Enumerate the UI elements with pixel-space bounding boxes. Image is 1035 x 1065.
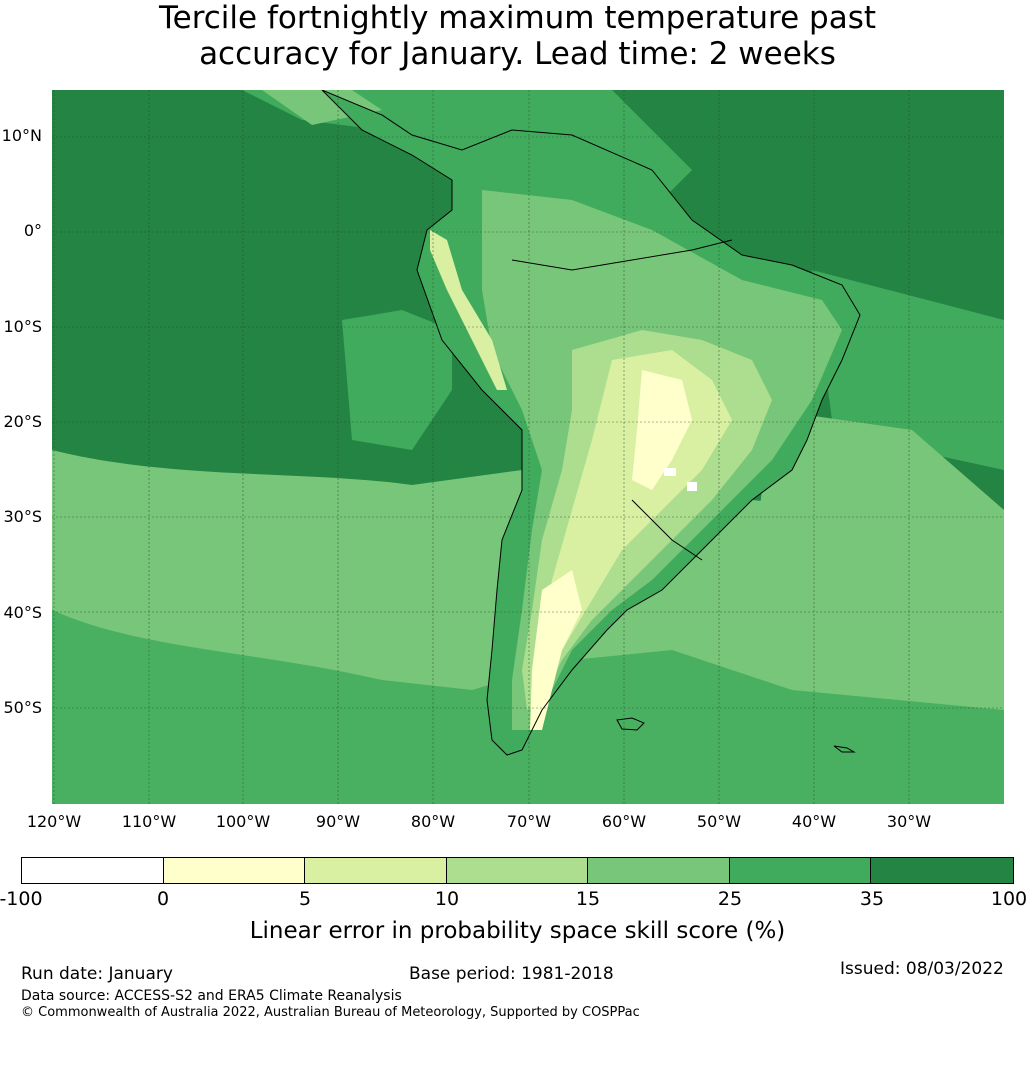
issued-date: Issued: 08/03/2022 <box>840 959 1004 979</box>
lon-label-120w: 120°W <box>26 812 82 831</box>
atlantic-moderate-area <box>812 270 1004 470</box>
lat-label-10n: 10°N <box>1 126 42 145</box>
lat-label-40s: 40°S <box>3 603 42 622</box>
amazon-river <box>511 239 733 271</box>
title-line-2: accuracy for January. Lead time: 2 weeks <box>199 36 836 72</box>
base-period: Base period: 1981-2018 <box>409 964 614 984</box>
negative-skill-spot-2 <box>687 482 697 491</box>
lat-label-30s: 30°S <box>3 507 42 526</box>
copyright-notice: © Commonwealth of Australia 2022, Austra… <box>21 1005 640 1020</box>
map-title: Tercile fortnightly maximum temperature … <box>0 0 1035 72</box>
colorbar-segment-10-15 <box>447 858 588 883</box>
pacific-moderate-strip <box>342 310 452 450</box>
colorbar-tick-10: 10 <box>434 888 460 910</box>
land-near-zero-patch <box>632 370 692 490</box>
run-date: Run date: January <box>21 964 173 984</box>
falkland-islands <box>616 717 645 731</box>
rio-de-la-plata <box>631 499 703 561</box>
lat-label-50s: 50°S <box>3 698 42 717</box>
colorbar-segment-15-25 <box>587 858 730 883</box>
colorbar-segment-35-100 <box>871 858 1014 883</box>
andes-coastal-strip <box>430 230 507 390</box>
south-georgia-island <box>833 745 856 753</box>
colorbar-label: Linear error in probability space skill … <box>249 918 786 944</box>
lon-label-70w: 70°W <box>506 812 552 831</box>
data-source: Data source: ACCESS-S2 and ERA5 Climate … <box>21 988 402 1004</box>
lat-label-20s: 20°S <box>3 412 42 431</box>
atlantic-light-area <box>752 410 1004 610</box>
lon-label-100w: 100°W <box>215 812 271 831</box>
lat-label-10s: 10°S <box>3 317 42 336</box>
lat-label-0: 0° <box>23 221 42 240</box>
colorbar-tick-25: 25 <box>717 888 743 910</box>
colorbar-tick-35: 35 <box>859 888 885 910</box>
colorbar <box>21 857 1014 884</box>
lon-label-80w: 80°W <box>410 812 456 831</box>
title-line-1: Tercile fortnightly maximum temperature … <box>158 0 877 36</box>
colorbar-tick-100: 100 <box>990 888 1028 910</box>
graticule <box>52 90 1004 804</box>
colorbar-segment-minus100-0 <box>22 858 164 883</box>
lon-label-110w: 110°W <box>121 812 177 831</box>
patagonia-near-zero-strip <box>530 570 582 730</box>
lon-label-40w: 40°W <box>791 812 837 831</box>
map-canvas <box>52 90 1004 804</box>
lon-label-90w: 90°W <box>315 812 361 831</box>
colorbar-segment-5-10 <box>305 858 448 883</box>
lon-label-30w: 30°W <box>886 812 932 831</box>
lon-label-50w: 50°W <box>696 812 742 831</box>
south-america-coastline <box>321 90 861 756</box>
colorbar-tick-15: 15 <box>575 888 601 910</box>
colorbar-tick-0: 0 <box>156 888 170 910</box>
skill-score-map <box>52 90 1004 804</box>
colorbar-segment-25-35 <box>729 858 872 883</box>
colorbar-tick-minus100: -100 <box>0 888 43 910</box>
lon-label-60w: 60°W <box>601 812 647 831</box>
colorbar-segment-0-5 <box>163 858 306 883</box>
colorbar-tick-5: 5 <box>298 888 312 910</box>
negative-skill-spot-1 <box>664 468 676 476</box>
